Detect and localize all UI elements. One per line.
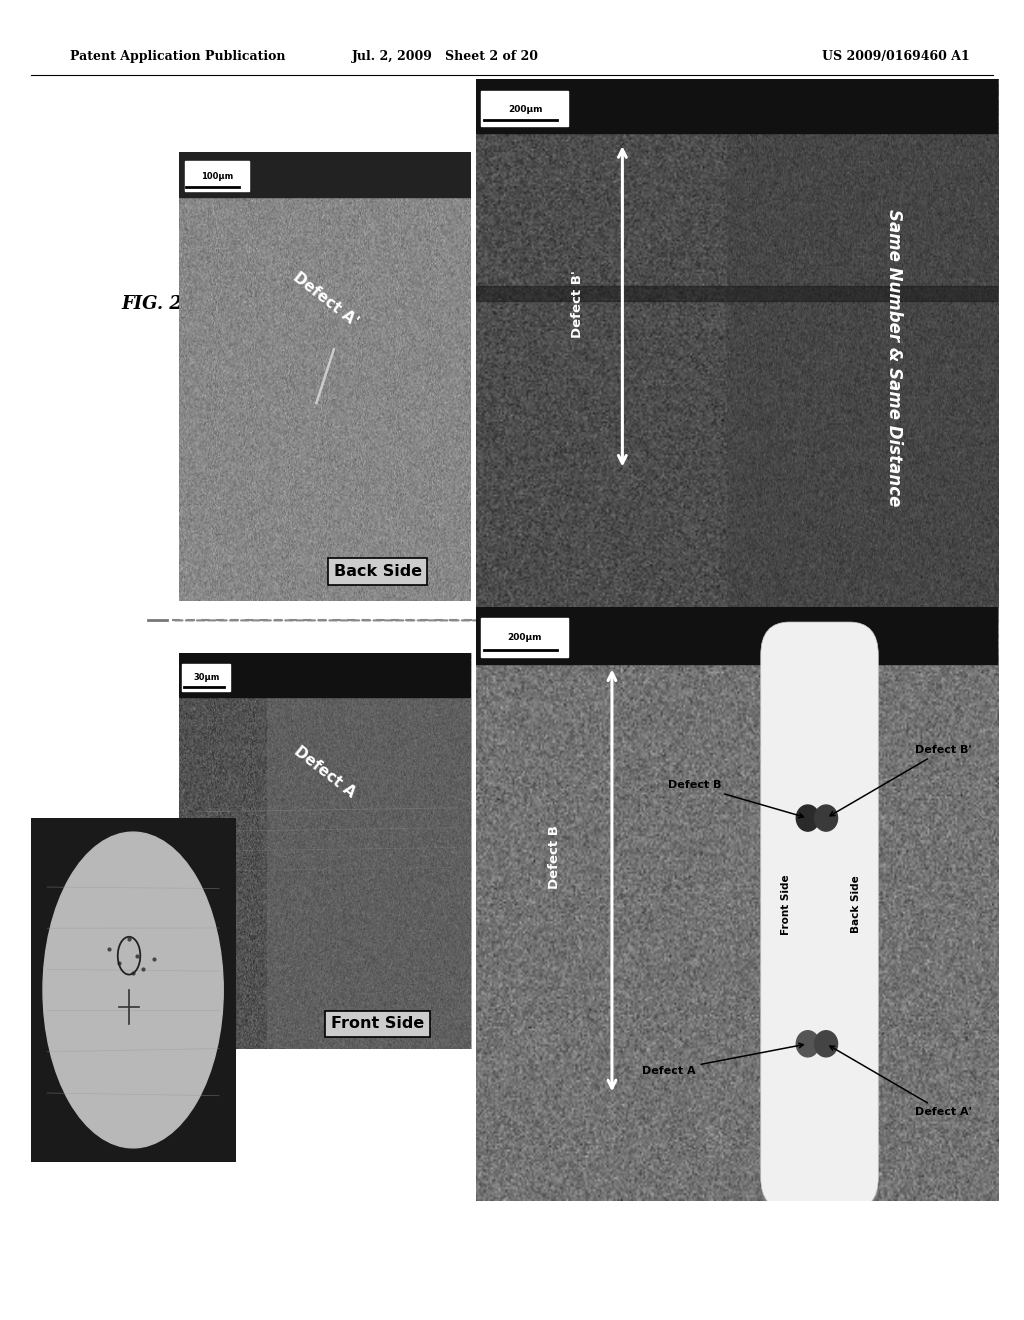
Bar [179, 152, 471, 197]
Text: FIG. 2A: FIG. 2A [121, 294, 197, 313]
Bar [185, 161, 249, 191]
Text: 200μm: 200μm [508, 634, 542, 642]
Bar [481, 91, 567, 127]
Text: Front Side: Front Side [781, 874, 791, 935]
Bar [476, 79, 998, 132]
Text: Jul. 2, 2009   Sheet 2 of 20: Jul. 2, 2009 Sheet 2 of 20 [352, 50, 539, 63]
Text: Defect B': Defect B' [571, 269, 585, 338]
Text: Patent Application Publication: Patent Application Publication [70, 50, 285, 63]
Bar [476, 607, 998, 664]
Bar [476, 286, 998, 301]
Text: Defect A': Defect A' [829, 1045, 972, 1117]
Text: Same Number & Same Distance: Same Number & Same Distance [885, 209, 903, 506]
Text: Front Side: Front Side [331, 1016, 424, 1031]
Bar [179, 653, 471, 697]
Circle shape [797, 1031, 819, 1057]
Text: Back Side: Back Side [851, 875, 861, 933]
Circle shape [814, 805, 838, 832]
Ellipse shape [43, 832, 223, 1148]
Text: Defect B: Defect B [548, 825, 561, 888]
Text: 200μm: 200μm [509, 104, 543, 114]
Text: Defect A': Defect A' [290, 271, 360, 330]
Text: Back Side: Back Side [334, 564, 422, 579]
Text: 100μm: 100μm [201, 172, 233, 181]
Circle shape [814, 1031, 838, 1057]
Text: Defect B: Defect B [669, 780, 804, 817]
Circle shape [797, 805, 819, 832]
Text: Defect A: Defect A [292, 743, 358, 801]
Bar [481, 619, 567, 657]
Text: Defect A: Defect A [642, 1043, 804, 1076]
Text: 30μm: 30μm [194, 673, 219, 682]
Text: US 2009/0169460 A1: US 2009/0169460 A1 [822, 50, 970, 63]
Bar [182, 664, 230, 692]
Text: Defect B': Defect B' [829, 744, 972, 816]
FancyBboxPatch shape [761, 622, 879, 1210]
